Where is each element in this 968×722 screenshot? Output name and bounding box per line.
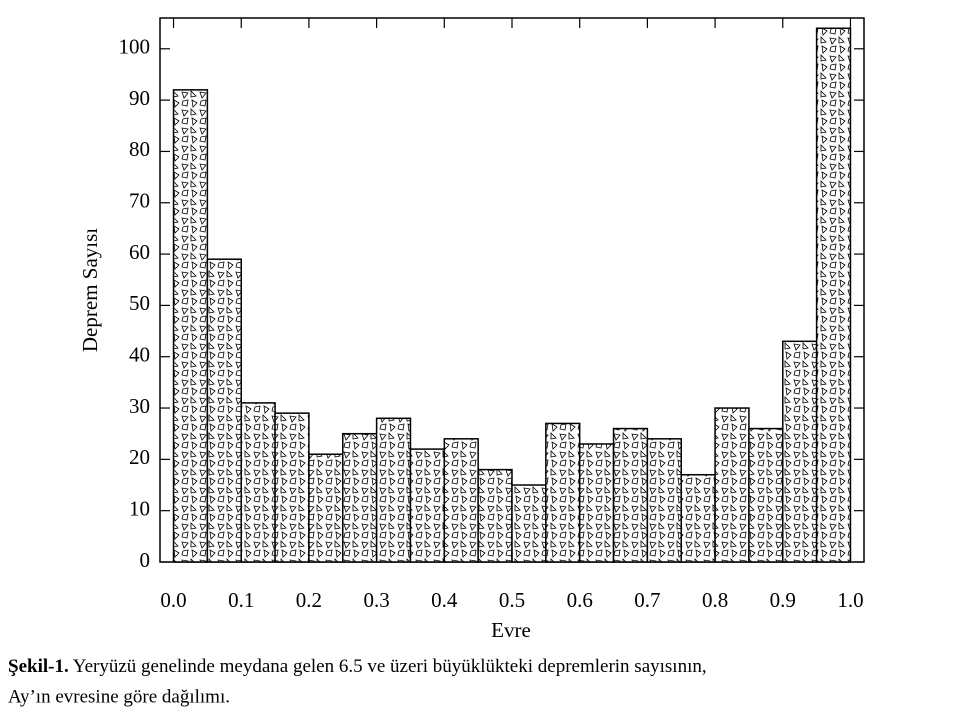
- bar: [443, 438, 479, 563]
- x-tick-label: 0.2: [296, 588, 322, 612]
- bar: [375, 417, 412, 563]
- x-tick-label: 0.5: [499, 588, 525, 612]
- bar: [342, 432, 378, 563]
- x-tick-label: 0.4: [431, 588, 458, 612]
- caption-line: Yeryüzü genelinde meydana gelen 6.5 ve ü…: [73, 656, 707, 677]
- x-tick-label: 1.0: [837, 588, 863, 612]
- x-tick-label: 0.1: [228, 588, 254, 612]
- bar: [748, 427, 784, 563]
- y-tick-label: 50: [129, 291, 150, 315]
- bar: [680, 474, 716, 563]
- bar: [545, 422, 581, 563]
- bar: [206, 258, 242, 563]
- y-tick-label: 80: [129, 137, 150, 161]
- bar: [578, 443, 615, 563]
- y-tick-label: 20: [129, 445, 150, 469]
- bar: [612, 427, 649, 563]
- bar: [782, 340, 818, 563]
- y-tick-label: 100: [119, 35, 151, 59]
- bar: [511, 484, 547, 563]
- bar: [240, 402, 276, 563]
- y-tick-label: 30: [129, 394, 150, 418]
- bar: [274, 412, 310, 563]
- bar: [646, 438, 682, 563]
- y-tick-label: 10: [129, 496, 150, 520]
- caption-label: Şekil-1.: [8, 656, 69, 677]
- y-tick-label: 70: [129, 189, 150, 213]
- bar: [714, 407, 750, 563]
- x-tick-label: 0.9: [770, 588, 796, 612]
- x-tick-label: 0.3: [363, 588, 389, 612]
- bar: [172, 89, 209, 563]
- bar: [308, 453, 344, 563]
- y-tick-label: 60: [129, 240, 150, 264]
- caption-line: Ay’ın evresine göre dağılımı.: [8, 686, 230, 707]
- y-tick-label: 90: [129, 86, 150, 110]
- x-tick-label: 0.0: [160, 588, 186, 612]
- caption: Şekil-1. Yeryüzü genelinde meydana gelen…: [8, 656, 707, 677]
- bar: [477, 468, 513, 563]
- x-tick-label: 0.7: [634, 588, 660, 612]
- y-tick-label: 40: [129, 343, 150, 367]
- y-tick-label: 0: [140, 548, 151, 572]
- x-tick-label: 0.8: [702, 588, 728, 612]
- x-axis-label: Evre: [491, 618, 531, 642]
- x-tick-label: 0.6: [567, 588, 593, 612]
- y-axis-label: Deprem Sayısı: [78, 228, 102, 352]
- bar: [815, 27, 852, 563]
- bar: [409, 448, 446, 563]
